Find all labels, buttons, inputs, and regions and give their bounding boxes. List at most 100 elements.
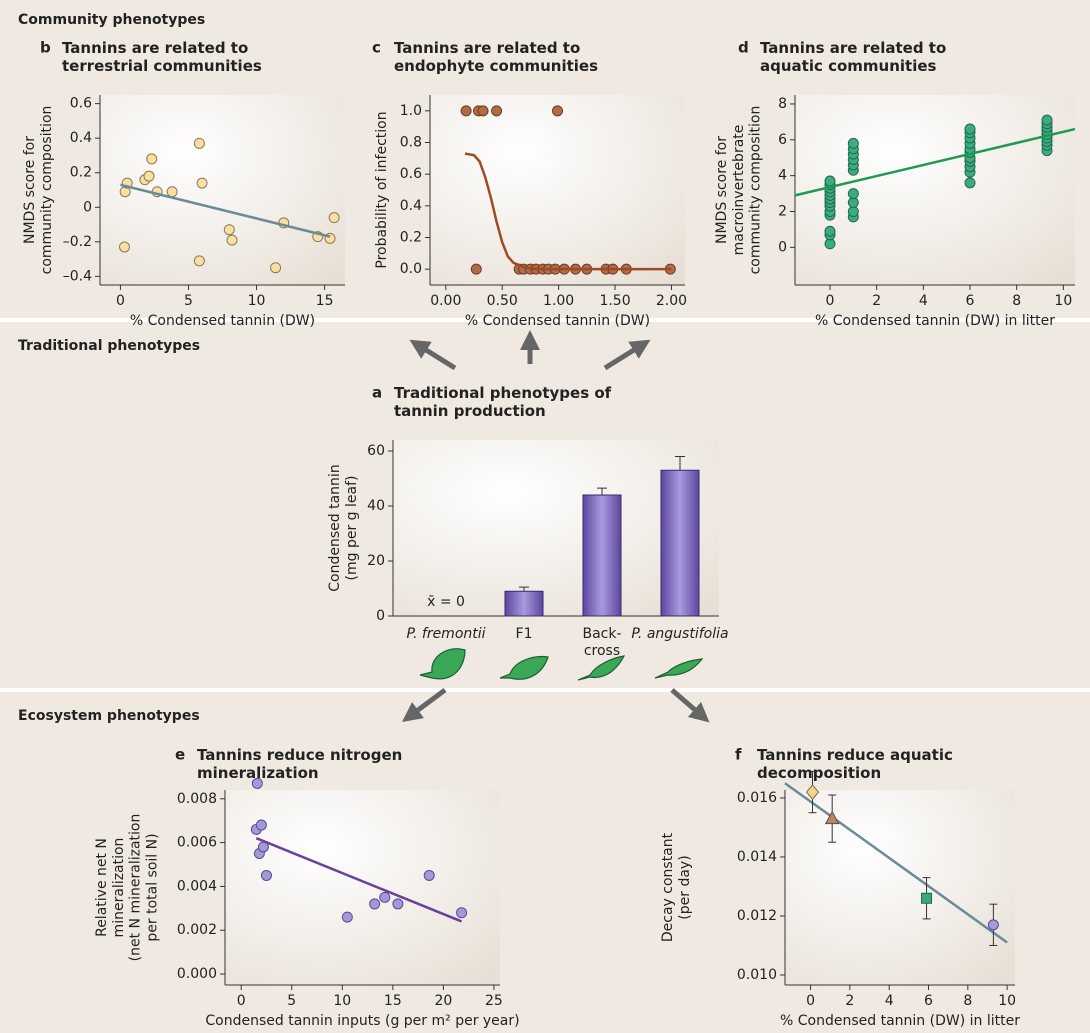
y-axis-label: Decay constant(per day) <box>660 832 693 942</box>
point <box>456 907 468 919</box>
y-tick-label: 0.4 <box>70 130 92 146</box>
plot-background <box>785 790 1015 985</box>
point <box>847 188 859 200</box>
panel-letter: d <box>738 39 749 57</box>
point <box>964 123 976 135</box>
point <box>824 810 840 825</box>
x-tick-label: 10 <box>1054 293 1072 309</box>
x-tick-label: 25 <box>485 993 503 1009</box>
x-tick-label: 0.00 <box>430 293 461 309</box>
chart-title: Traditional phenotypes of tannin producti… <box>394 384 612 420</box>
point <box>119 241 130 253</box>
arrows <box>401 330 710 723</box>
y-tick-label: 8 <box>778 96 787 112</box>
point <box>379 891 391 903</box>
point <box>824 225 836 237</box>
section-title: Community phenotypes <box>18 12 205 28</box>
panel-letter: f <box>735 746 742 764</box>
y-tick-label: –0.2 <box>63 234 92 250</box>
trend-line <box>120 183 331 238</box>
point <box>260 869 272 881</box>
trend-line <box>794 127 1076 197</box>
plot-background <box>430 95 685 285</box>
bar <box>582 494 622 617</box>
y-tick-label: 0.012 <box>737 908 777 924</box>
point <box>423 869 435 881</box>
y-tick-label: 4 <box>778 168 787 184</box>
x-axis-label: % Condensed tannin (DW) <box>130 313 315 329</box>
point <box>392 898 404 910</box>
panel-letter: a <box>372 384 382 402</box>
x-tick-label: 1.50 <box>599 293 630 309</box>
point <box>166 186 178 198</box>
x-tick-label: 0 <box>826 293 835 309</box>
x-tick-label: 0 <box>116 293 125 309</box>
y-tick-label: 0.6 <box>400 166 422 182</box>
y-tick-label: 1.0 <box>400 103 422 119</box>
x-tick-label: 8 <box>963 993 972 1009</box>
y-tick-label: 0 <box>83 199 92 215</box>
leaves <box>419 648 704 681</box>
point <box>270 262 282 274</box>
y-tick-label: 40 <box>367 498 385 514</box>
point <box>251 777 263 789</box>
y-tick-label: 0.2 <box>70 165 92 181</box>
x-tick-label: P. angustifolia <box>631 626 728 642</box>
y-axis-label: Probability of infection <box>374 111 390 268</box>
chart-title: Tannins are related to aquatic communitie… <box>760 39 946 75</box>
y-tick-label: 20 <box>367 553 385 569</box>
trend-line <box>464 152 672 271</box>
point <box>193 255 205 267</box>
x-tick-label: 5 <box>184 293 193 309</box>
point <box>143 170 155 182</box>
point <box>223 224 235 236</box>
x-tick-label: 15 <box>384 993 402 1009</box>
trend-line <box>784 782 1008 944</box>
point <box>921 892 933 904</box>
x-axis-label: % Condensed tannin (DW) in litter <box>815 313 1055 329</box>
y-tick-label: 0.010 <box>737 967 777 983</box>
x-tick-label: 0 <box>806 993 815 1009</box>
point <box>196 177 208 189</box>
annotation: x̄ = 0 <box>427 594 465 610</box>
y-axis-label: NMDS score formacroinvertebratecommunity… <box>714 106 764 275</box>
x-tick-label: P. fremontii <box>406 626 485 642</box>
point <box>369 898 381 910</box>
y-tick-label: –0.4 <box>63 268 92 284</box>
x-tick-label: 1.00 <box>543 293 574 309</box>
x-axis-label: % Condensed tannin (DW) in litter <box>780 1013 1020 1029</box>
y-tick-label: 0.4 <box>400 198 422 214</box>
x-tick-label: 6 <box>966 293 975 309</box>
section-title: Traditional phenotypes <box>18 338 200 354</box>
x-tick-label: 0.50 <box>487 293 518 309</box>
x-tick-label: 0 <box>237 993 246 1009</box>
point <box>460 105 472 117</box>
x-tick-label: 10 <box>333 993 351 1009</box>
y-tick-label: 0.004 <box>177 878 217 894</box>
point <box>805 784 820 800</box>
panel-letter: c <box>372 39 381 57</box>
x-axis-label: % Condensed tannin (DW) <box>465 313 650 329</box>
x-tick-label: 2 <box>845 993 854 1009</box>
plot-background <box>225 790 500 985</box>
y-tick-label: 0 <box>376 608 385 624</box>
panel-letter: e <box>175 746 185 764</box>
x-tick-label: 10 <box>998 993 1016 1009</box>
y-tick-label: 0.006 <box>177 835 217 851</box>
y-axis-label: Condensed tannin(mg per g leaf) <box>327 464 360 591</box>
point <box>491 105 503 117</box>
point <box>847 137 859 149</box>
point <box>824 175 836 187</box>
point <box>964 177 976 189</box>
x-tick-label: 10 <box>248 293 266 309</box>
point <box>226 234 238 246</box>
y-tick-label: 6 <box>778 132 787 148</box>
x-tick-label: Back-cross <box>582 626 621 659</box>
y-tick-label: 0.8 <box>400 135 422 151</box>
x-axis-label: Condensed tannin inputs (g per m² per ye… <box>205 1013 519 1029</box>
x-tick-label: 6 <box>924 993 933 1009</box>
x-tick-label: 4 <box>919 293 928 309</box>
x-tick-label: 8 <box>1012 293 1021 309</box>
point <box>477 105 489 117</box>
y-axis-label: NMDS score forcommunity composition <box>22 106 55 275</box>
